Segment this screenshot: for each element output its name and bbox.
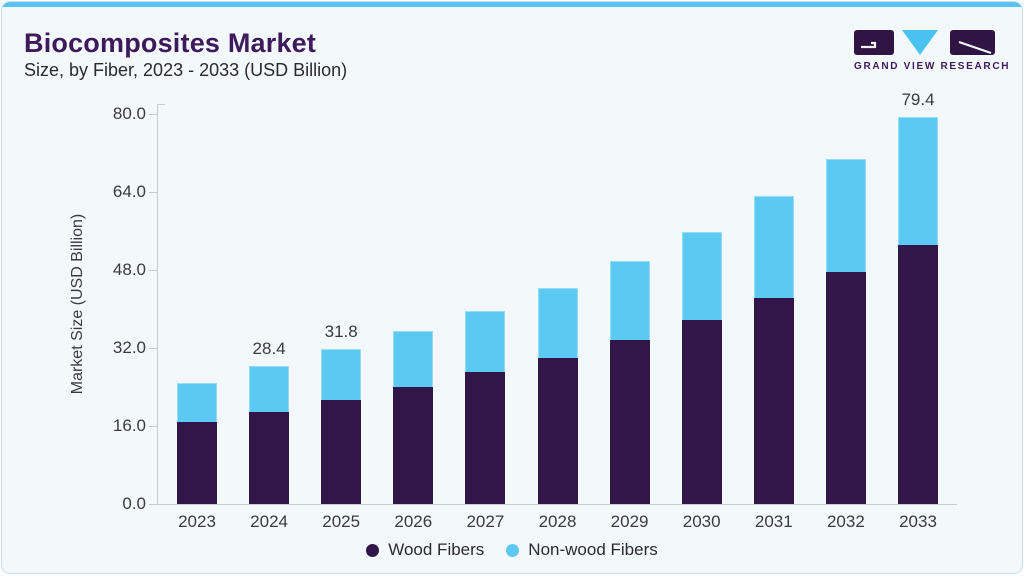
non-wood-fibers-dot-icon: [506, 543, 520, 557]
bar-2023: [177, 382, 217, 504]
chart-legend: Wood Fibers Non-wood Fibers: [2, 540, 1022, 560]
bar-2031-wood-fibers-segment: [753, 297, 794, 504]
legend-item-non-wood-fibers: Non-wood Fibers: [506, 540, 658, 560]
bar-value-label-2025: 31.8: [324, 321, 358, 341]
logo-v-triangle: [902, 30, 938, 55]
y-tick-label: 48.0: [112, 260, 146, 279]
gvr-logo-icon: [854, 30, 995, 55]
y-tick-label: 32.0: [112, 338, 146, 357]
y-tick-mark: [149, 270, 157, 271]
bar-2032-wood-fibers-segment: [825, 272, 866, 504]
bar-2030-non-wood-fibers-segment: [681, 231, 722, 321]
page-subtitle: Size, by Fiber, 2023 - 2033 (USD Billion…: [24, 60, 348, 80]
bar-2031-non-wood-fibers-segment: [753, 196, 794, 298]
bar-2023-wood-fibers-segment: [177, 422, 217, 504]
bar-2032: [825, 158, 866, 504]
bar-2028: [537, 287, 578, 504]
y-tick-label: 16.0: [112, 416, 146, 435]
y-tick-label: 64.0: [112, 182, 146, 201]
wood-fibers-dot-icon: [366, 543, 380, 557]
x-tick-label-2032: 2032: [826, 512, 865, 531]
y-tick-label: 80.0: [112, 104, 146, 123]
top-accent-bar: [2, 2, 1022, 7]
bar-2025-non-wood-fibers-segment: [321, 348, 362, 401]
x-axis-line: [149, 504, 957, 505]
bar-2024-wood-fibers-segment: [249, 411, 290, 504]
bar-2028-non-wood-fibers-segment: [537, 287, 578, 359]
bar-2026: [393, 331, 434, 504]
legend-label-wood-fibers: Wood Fibers: [388, 540, 485, 559]
bar-2030-wood-fibers-segment: [681, 320, 722, 504]
bar-2026-wood-fibers-segment: [393, 386, 434, 504]
y-tick-mark: [149, 426, 157, 427]
page-title: Biocomposites Market: [24, 28, 317, 58]
y-axis-top-cap: [157, 104, 165, 105]
bar-value-label-2033: 79.4: [901, 89, 935, 109]
bar-2024: [249, 365, 290, 504]
legend-item-wood-fibers: Wood Fibers: [366, 540, 484, 560]
x-tick-label-2023: 2023: [178, 512, 216, 531]
logo-g-mark: [861, 41, 877, 49]
logo-brand-text: GRAND VIEW RESEARCH: [854, 61, 1011, 72]
bar-2028-wood-fibers-segment: [537, 358, 578, 504]
bar-2031: [753, 196, 794, 504]
x-tick-label-2027: 2027: [466, 512, 505, 531]
logo-r-block: [950, 30, 995, 55]
bar-2027-non-wood-fibers-segment: [465, 310, 506, 373]
bar-2025-wood-fibers-segment: [321, 400, 362, 504]
x-tick-label-2030: 2030: [682, 512, 721, 531]
y-tick-mark: [149, 192, 157, 193]
bar-2029: [609, 260, 650, 504]
x-tick-label-2025: 2025: [322, 512, 361, 531]
x-tick-label-2028: 2028: [538, 512, 577, 531]
bar-2024-non-wood-fibers-segment: [249, 365, 290, 412]
bar-2027-wood-fibers-segment: [465, 372, 506, 504]
bar-value-label-2024: 28.4: [252, 338, 286, 358]
bar-2025: [321, 348, 362, 504]
legend-label-non-wood-fibers: Non-wood Fibers: [528, 540, 658, 559]
bar-2033-non-wood-fibers-segment: [898, 116, 938, 245]
y-tick-mark: [149, 348, 157, 349]
x-tick-label-2031: 2031: [754, 512, 793, 531]
bar-2026-non-wood-fibers-segment: [393, 331, 434, 387]
bar-2030: [681, 231, 722, 504]
y-tick-mark: [149, 114, 157, 115]
y-axis-title: Market Size (USD Billion): [69, 213, 86, 395]
bar-2033: [898, 116, 938, 504]
x-tick-label-2033: 2033: [899, 512, 937, 531]
y-tick-label: 0.0: [122, 494, 146, 513]
bar-2029-wood-fibers-segment: [609, 340, 650, 504]
bar-2029-non-wood-fibers-segment: [609, 260, 650, 341]
bar-2027: [465, 310, 506, 504]
bar-2023-non-wood-fibers-segment: [177, 382, 217, 423]
bar-2032-non-wood-fibers-segment: [825, 158, 866, 273]
x-tick-label-2029: 2029: [610, 512, 649, 531]
y-axis-line: [157, 104, 158, 504]
logo-r-mark: [958, 40, 992, 55]
gvr-logo: GRAND VIEW RESEARCH: [854, 30, 1011, 72]
bar-2033-wood-fibers-segment: [898, 244, 938, 504]
x-tick-label-2026: 2026: [394, 512, 433, 531]
x-tick-label-2024: 2024: [250, 512, 288, 531]
